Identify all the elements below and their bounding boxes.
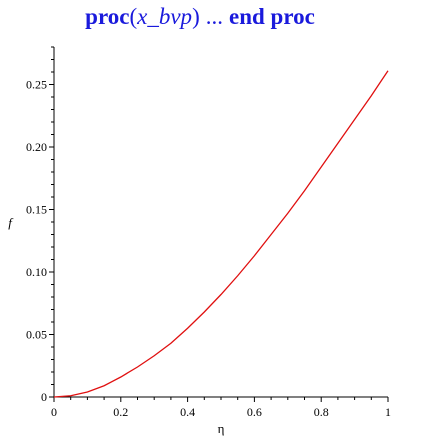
data-point	[353, 118, 356, 121]
y-tick-label: 0.15	[26, 203, 47, 217]
chart-title: proc(x_bvp)... end proc	[0, 4, 400, 30]
y-tick-label: 0	[41, 390, 47, 404]
data-point	[336, 142, 339, 145]
data-point	[86, 391, 89, 394]
data-point	[186, 327, 189, 330]
data-point	[236, 274, 239, 277]
data-point	[270, 233, 273, 236]
y-axis-label: f	[8, 215, 14, 230]
x-tick-label: 0	[51, 405, 57, 419]
data-point	[320, 166, 323, 169]
x-axis-label: η	[218, 421, 225, 436]
series-line	[53, 70, 389, 398]
data-point	[303, 189, 306, 192]
x-tick-label: 1	[385, 405, 391, 419]
ticks	[49, 46, 389, 402]
y-tick-label: 0.10	[26, 265, 47, 279]
data-point	[136, 366, 139, 369]
data-point	[220, 293, 223, 296]
x-tick-label: 0.6	[247, 405, 262, 419]
y-tick-label: 0.20	[26, 140, 47, 154]
x-tick-label: 0.4	[180, 405, 195, 419]
title-argument: x_bvp	[137, 4, 193, 29]
data-point	[370, 94, 373, 97]
end-proc-keyword: end proc	[228, 4, 315, 29]
data-point	[103, 384, 106, 387]
title-open-paren: (	[129, 4, 138, 29]
tick-labels: 0 0.2 0.4 0.6 0.8 1 0 0.05 0.10 0.15 0.20 0.25	[26, 78, 391, 420]
data-point	[119, 376, 122, 379]
data-point	[387, 69, 390, 72]
data-point	[169, 342, 172, 345]
x-tick-label: 0.2	[113, 405, 128, 419]
data-point	[203, 311, 206, 314]
data-point	[253, 254, 256, 257]
proc-keyword: proc	[85, 4, 130, 29]
data-point	[69, 394, 72, 397]
data-point	[286, 212, 289, 215]
title-close-paren: )	[192, 4, 200, 29]
axes	[53, 47, 388, 398]
x-tick-label: 0.8	[314, 405, 329, 419]
y-tick-label: 0.25	[26, 78, 47, 92]
data-point	[53, 396, 56, 399]
title-ellipsis: ...	[205, 4, 223, 29]
series-group	[53, 69, 390, 399]
data-point	[153, 354, 156, 357]
y-tick-label: 0.05	[26, 328, 47, 342]
